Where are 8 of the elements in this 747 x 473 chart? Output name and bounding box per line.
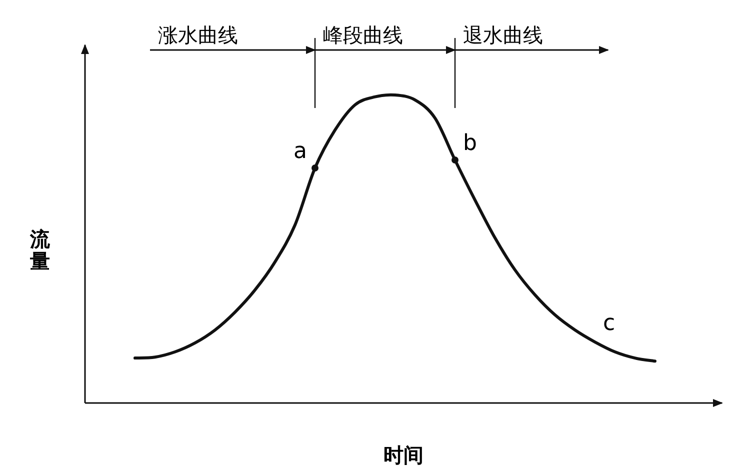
annotation: a	[294, 138, 307, 164]
text: 涨水曲线	[158, 23, 238, 47]
y-axis-title: 流量	[29, 227, 51, 273]
text: 退水曲线	[463, 23, 543, 47]
annotation: c	[603, 311, 616, 336]
x-axis-title: 时间	[384, 443, 424, 467]
text: 峰段曲线	[323, 23, 403, 47]
annotation: b	[463, 130, 477, 156]
